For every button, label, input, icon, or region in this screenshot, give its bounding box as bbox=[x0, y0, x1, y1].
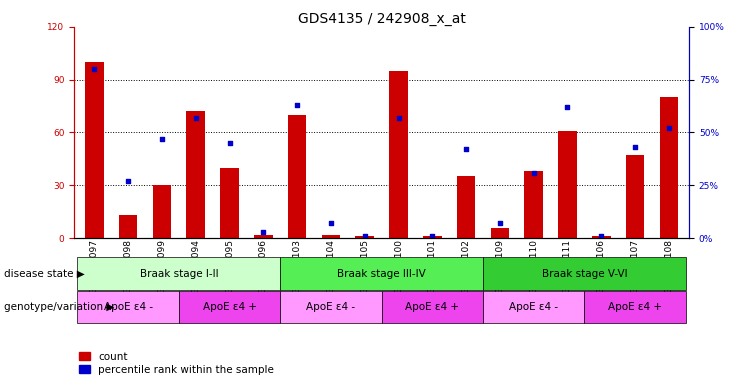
Point bbox=[325, 220, 337, 227]
Point bbox=[629, 144, 641, 151]
Point bbox=[595, 233, 607, 239]
Bar bbox=[491, 227, 509, 238]
Bar bbox=[85, 62, 104, 238]
Text: ApoE ε4 +: ApoE ε4 + bbox=[405, 302, 459, 312]
Bar bbox=[322, 235, 340, 238]
Point bbox=[426, 233, 438, 239]
Point bbox=[257, 228, 269, 235]
Bar bbox=[187, 111, 205, 238]
Point bbox=[224, 140, 236, 146]
Text: Braak stage III-IV: Braak stage III-IV bbox=[337, 268, 426, 279]
Legend: count, percentile rank within the sample: count, percentile rank within the sample bbox=[79, 352, 274, 375]
Point bbox=[291, 102, 303, 108]
Bar bbox=[280, 257, 483, 290]
Point bbox=[393, 115, 405, 121]
Text: ApoE ε4 +: ApoE ε4 + bbox=[202, 302, 256, 312]
Text: ApoE ε4 -: ApoE ε4 - bbox=[104, 302, 153, 312]
Text: ApoE ε4 -: ApoE ε4 - bbox=[306, 302, 356, 312]
Bar bbox=[592, 236, 611, 238]
Bar bbox=[119, 215, 138, 238]
Text: Braak stage I-II: Braak stage I-II bbox=[139, 268, 218, 279]
Bar bbox=[78, 257, 280, 290]
Bar bbox=[456, 177, 476, 238]
Point bbox=[562, 104, 574, 110]
Bar bbox=[220, 168, 239, 238]
Point bbox=[663, 125, 675, 131]
Point bbox=[460, 146, 472, 152]
Bar bbox=[254, 235, 273, 238]
Bar bbox=[659, 97, 678, 238]
Bar bbox=[356, 236, 374, 238]
Point bbox=[528, 170, 539, 176]
Text: ApoE ε4 -: ApoE ε4 - bbox=[509, 302, 558, 312]
Text: ApoE ε4 +: ApoE ε4 + bbox=[608, 302, 662, 312]
Bar bbox=[585, 291, 685, 323]
Bar bbox=[483, 257, 685, 290]
Bar bbox=[423, 236, 442, 238]
Bar bbox=[625, 156, 645, 238]
Bar bbox=[288, 115, 307, 238]
Bar bbox=[483, 291, 585, 323]
Point bbox=[494, 220, 506, 227]
Point bbox=[359, 233, 370, 239]
Text: disease state ▶: disease state ▶ bbox=[4, 268, 84, 279]
Text: genotype/variation ▶: genotype/variation ▶ bbox=[4, 302, 114, 312]
Point bbox=[190, 115, 202, 121]
Bar bbox=[382, 291, 483, 323]
Point bbox=[88, 66, 100, 72]
Text: Braak stage V-VI: Braak stage V-VI bbox=[542, 268, 627, 279]
Point bbox=[122, 178, 134, 184]
Bar bbox=[389, 71, 408, 238]
Bar bbox=[525, 171, 543, 238]
Bar bbox=[179, 291, 280, 323]
Title: GDS4135 / 242908_x_at: GDS4135 / 242908_x_at bbox=[298, 12, 465, 26]
Bar bbox=[78, 291, 179, 323]
Bar bbox=[153, 185, 171, 238]
Bar bbox=[280, 291, 382, 323]
Point bbox=[156, 136, 168, 142]
Bar bbox=[558, 131, 576, 238]
